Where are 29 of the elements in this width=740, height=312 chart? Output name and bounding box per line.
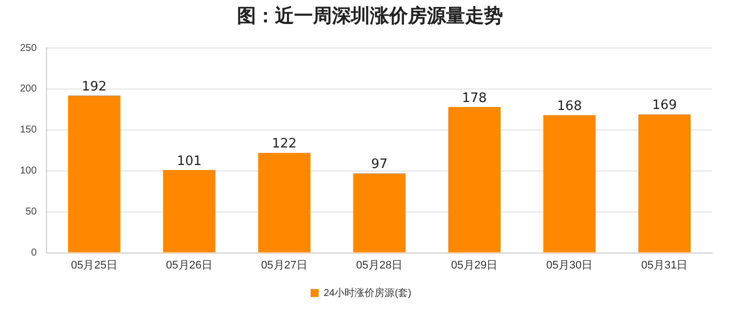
bar [258, 152, 310, 252]
chart-title: 图：近一周深圳涨价房源量走势 [236, 4, 504, 29]
bar [353, 173, 406, 252]
data-label: 169 [652, 98, 677, 114]
data-label: 97 [371, 157, 388, 172]
x-tick-label: 05月28日 [356, 259, 403, 272]
y-tick-label: 50 [26, 206, 38, 218]
bar [68, 96, 120, 252]
y-tick-label: 0 [31, 248, 38, 259]
x-tick-label: 05月27日 [261, 259, 308, 272]
x-tick-label: 05月31日 [641, 259, 688, 272]
x-tick-label: 05月26日 [166, 259, 212, 272]
bar [163, 170, 216, 252]
x-tick-label: 05月25日 [70, 259, 118, 272]
bar [638, 114, 691, 252]
y-tick-label: 250 [20, 42, 38, 54]
data-label: 178 [462, 90, 487, 106]
data-label: 168 [557, 99, 582, 114]
data-label: 101 [176, 154, 202, 169]
data-label: 122 [272, 136, 297, 152]
y-tick-label: 200 [20, 84, 38, 95]
x-tick-label: 05月30日 [546, 259, 593, 272]
x-tick-label: 05月29日 [451, 259, 498, 272]
y-tick-label: 150 [20, 124, 38, 136]
y-tick-label: 100 [20, 166, 38, 177]
bar [543, 115, 596, 252]
data-label: 192 [82, 79, 107, 94]
legend-label: 24小时涨价房源(套) [324, 286, 412, 299]
bar [448, 106, 501, 252]
